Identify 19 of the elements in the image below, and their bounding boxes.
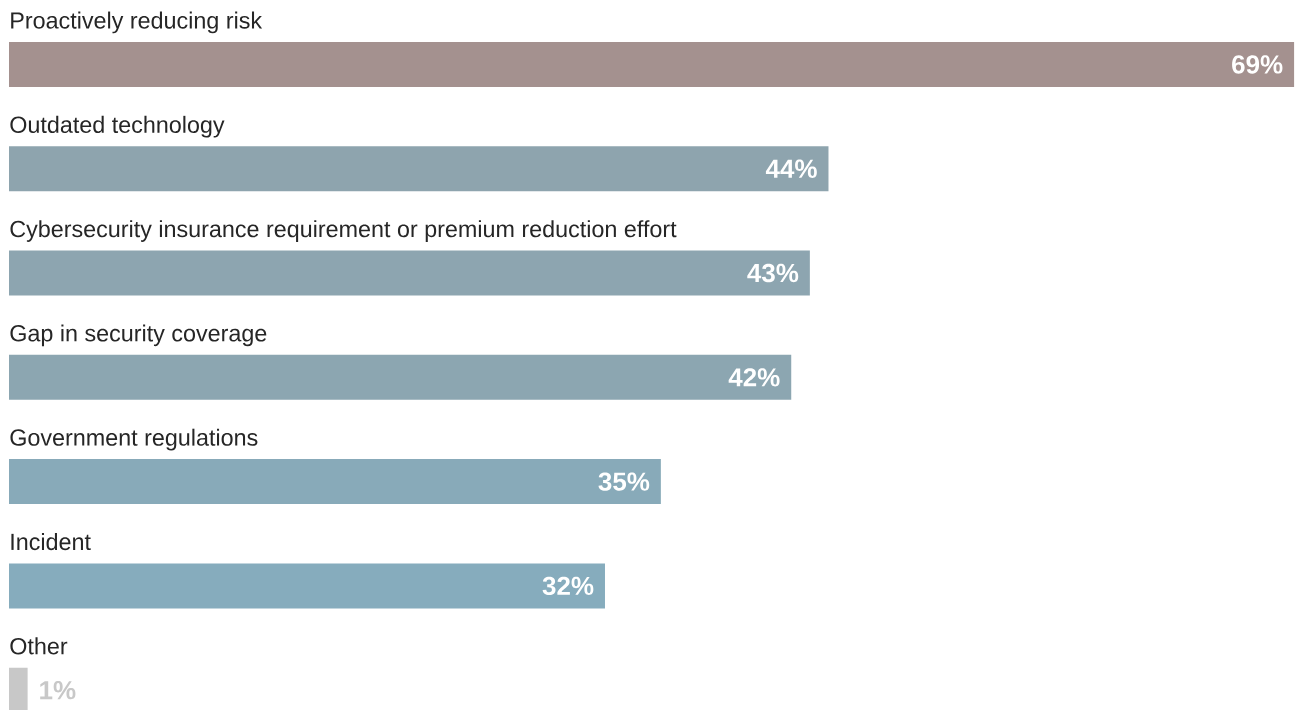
- y-tick-label: Government regulations: [10, 428, 258, 451]
- data-label: 35%: [598, 472, 650, 491]
- data-label: 44%: [765, 159, 817, 178]
- y-tick-label: Outdated technology: [10, 115, 225, 138]
- bar: [9, 41, 1295, 87]
- y-tick-label: Cybersecurity insurance requirement or premium reduction effort: [10, 220, 677, 242]
- y-tick-label: Incident: [11, 533, 91, 551]
- y-tick-label: Gap in security coverage: [10, 324, 267, 347]
- y-tick-label: Other: [10, 637, 68, 655]
- bar: [9, 563, 605, 609]
- data-label: 42%: [728, 368, 780, 387]
- bar: [9, 146, 829, 192]
- bar: [9, 459, 661, 505]
- data-label: 43%: [747, 263, 799, 283]
- bar: [9, 250, 810, 296]
- bar: [9, 354, 792, 400]
- data-label: 69%: [1232, 55, 1283, 74]
- y-tick-label: Proactively reducing risk: [11, 11, 263, 34]
- data-label: 32%: [542, 576, 594, 596]
